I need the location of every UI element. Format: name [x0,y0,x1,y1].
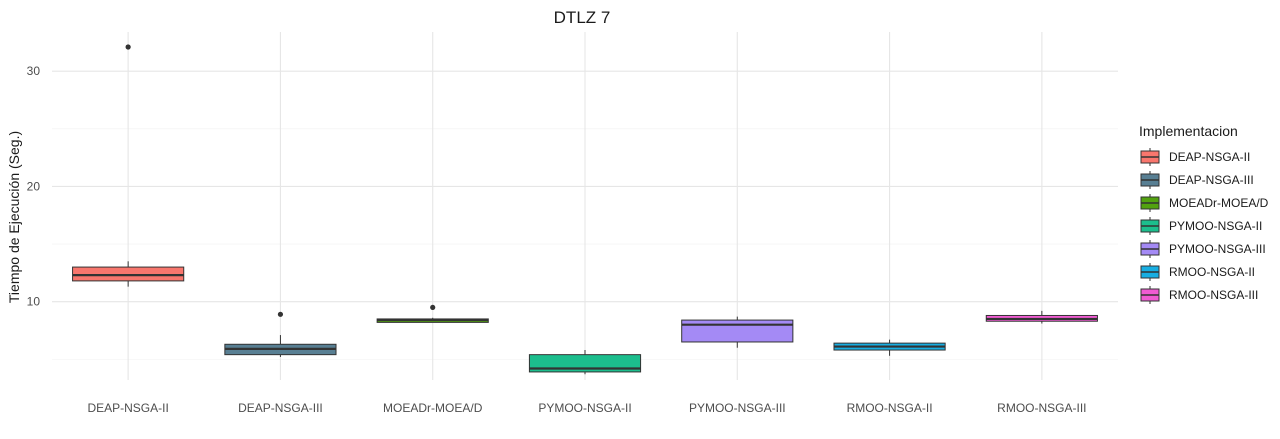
x-tick-label: DEAP-NSGA-II [87,401,168,415]
box-moeadr-moea-d [376,304,489,323]
legend-item: DEAP-NSGA-II [1140,148,1250,166]
legend: Implementacion DEAP-NSGA-II DEAP-NSGA-III… [1139,123,1269,304]
legend-item: RMOO-NSGA-II [1140,263,1255,281]
boxes [72,44,1098,375]
y-axis-title: Tiempo de Ejecución (Seg.) [6,131,22,303]
legend-item: PYMOO-NSGA-III [1140,240,1266,258]
outlier-point [430,304,436,311]
box-rmoo-nsga-ii [833,339,946,356]
legend-item: MOEADr-MOEA/D [1140,194,1269,212]
x-tick-label: PYMOO-NSGA-III [689,401,786,415]
legend-item: RMOO-NSGA-III [1140,286,1258,304]
legend-item: DEAP-NSGA-III [1140,171,1254,189]
box-body [72,266,185,282]
legend-label: PYMOO-NSGA-III [1169,242,1266,256]
box-deap-nsga-iii [224,311,337,357]
y-axis-ticks: 10 20 30 [27,64,41,308]
x-tick-label: RMOO-NSGA-II [847,401,933,415]
grid [52,32,1118,380]
chart-title: DTLZ 7 [554,8,611,27]
y-tick-label: 20 [27,179,41,193]
x-tick-label: RMOO-NSGA-III [997,401,1086,415]
outlier-point [277,311,284,317]
legend-label: DEAP-NSGA-III [1169,173,1254,187]
legend-label: DEAP-NSGA-II [1169,150,1250,164]
outlier-point [125,44,131,50]
legend-label: MOEADr-MOEA/D [1169,196,1269,210]
legend-title: Implementacion [1139,123,1238,139]
x-tick-label: DEAP-NSGA-III [238,401,323,415]
box-pymoo-nsga-ii [528,350,642,375]
x-tick-label: PYMOO-NSGA-II [538,401,631,415]
legend-label: RMOO-NSGA-III [1169,288,1258,302]
box-rmoo-nsga-iii [985,310,1098,324]
box-body [681,319,794,343]
x-axis-ticks: DEAP-NSGA-II DEAP-NSGA-III MOEADr-MOEA/D PY… [87,401,1086,415]
legend-label: RMOO-NSGA-II [1169,265,1255,279]
legend-label: PYMOO-NSGA-II [1169,219,1262,233]
legend-item: PYMOO-NSGA-II [1140,217,1262,235]
x-tick-label: MOEADr-MOEA/D [383,401,483,415]
box-pymoo-nsga-iii [681,316,794,348]
y-tick-label: 30 [27,64,41,78]
y-tick-label: 10 [27,295,41,309]
box-deap-nsga-ii [72,44,185,287]
